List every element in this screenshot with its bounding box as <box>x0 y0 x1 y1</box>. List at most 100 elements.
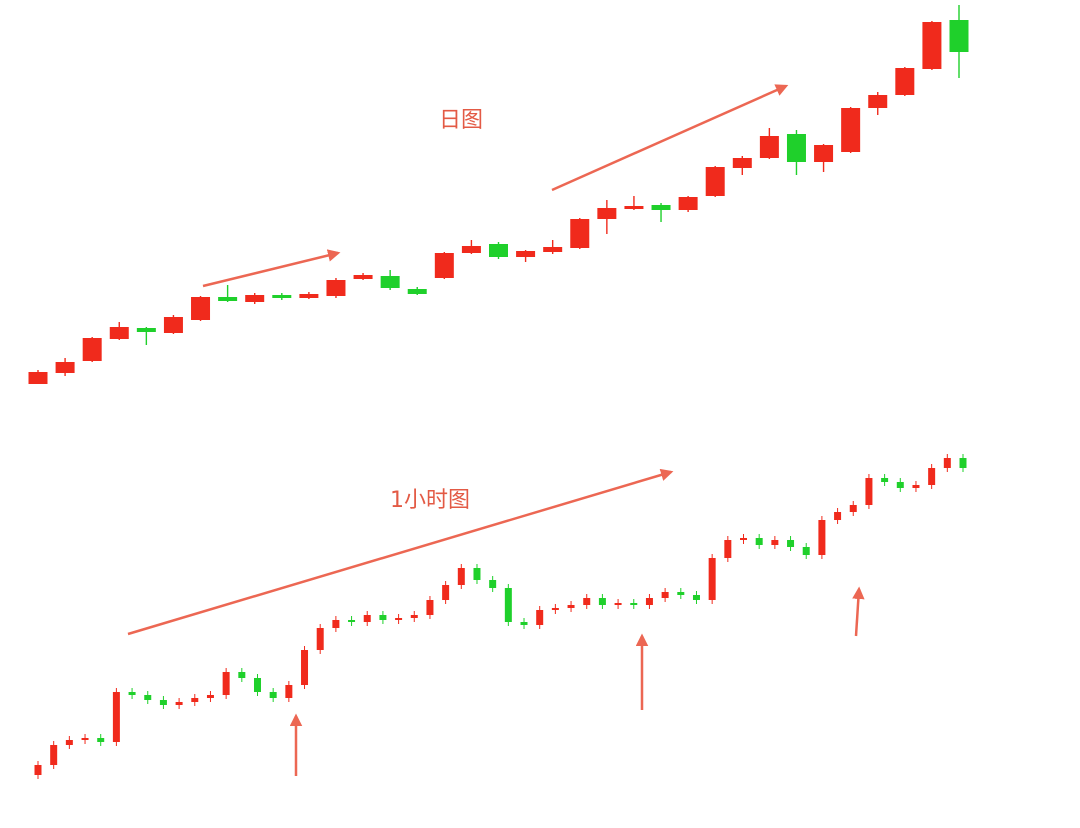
candle-body <box>426 600 434 615</box>
candle-body <box>109 327 129 339</box>
up-arrow <box>852 586 865 637</box>
candle-body <box>504 588 512 622</box>
candle-body <box>163 317 183 333</box>
candle-body <box>598 598 606 605</box>
candle-body <box>865 478 873 505</box>
candle-body <box>651 205 671 210</box>
candle-body <box>410 615 418 618</box>
candle-body <box>624 206 644 209</box>
candle-body <box>65 740 73 745</box>
candle-body <box>755 538 763 545</box>
candle-body <box>159 700 167 705</box>
candle-body <box>677 592 685 595</box>
candle-body <box>661 592 669 598</box>
candle-body <box>678 197 698 210</box>
candle-body <box>299 294 319 298</box>
candle-body <box>175 702 183 705</box>
candle-body <box>802 547 810 555</box>
candle-body <box>473 568 481 580</box>
candle-body <box>943 458 951 468</box>
candle-body <box>489 580 497 588</box>
candle-body <box>238 672 246 678</box>
candle-body <box>881 478 889 482</box>
candle-body <box>645 598 653 605</box>
candle-body <box>818 520 826 555</box>
candle-body <box>353 275 373 279</box>
candle-body <box>489 244 508 257</box>
candle-body <box>81 738 89 740</box>
candle-body <box>895 68 915 95</box>
candle-body <box>272 295 292 298</box>
candle-body <box>285 685 293 698</box>
candle-body <box>434 253 454 278</box>
candle-body <box>128 692 136 695</box>
candle-body <box>97 738 105 742</box>
candle-body <box>516 251 536 257</box>
candle-body <box>928 468 936 485</box>
candle-body <box>301 650 309 685</box>
candle-body <box>326 280 346 296</box>
candle-body <box>597 208 617 219</box>
trend-arrow <box>127 468 674 636</box>
candle-body <box>144 695 152 700</box>
candle-body <box>570 219 590 248</box>
candle-body <box>269 692 277 698</box>
candle-body <box>912 485 920 488</box>
candle-body <box>705 167 725 196</box>
candle-body <box>461 246 481 253</box>
candle-body <box>771 540 779 545</box>
candle-body <box>50 745 58 765</box>
candle-body <box>206 695 214 698</box>
candle-body <box>191 698 199 702</box>
candle-body <box>442 585 450 600</box>
candle-body <box>630 603 638 605</box>
candle-body <box>55 362 75 373</box>
candle-body <box>332 620 340 628</box>
chart-title: 日图 <box>439 108 483 133</box>
candle-body <box>692 595 700 600</box>
candle-body <box>245 295 265 302</box>
candle-body <box>724 540 732 558</box>
annotations <box>127 84 865 776</box>
candle-body <box>551 608 559 610</box>
candle-body <box>136 328 156 332</box>
candle-body <box>849 505 857 512</box>
candle-body <box>759 136 779 158</box>
candle-body <box>834 512 842 520</box>
candle-body <box>959 458 967 468</box>
candle-body <box>395 618 403 620</box>
candle-body <box>218 297 238 301</box>
candle-body <box>112 692 120 742</box>
candle-body <box>841 108 861 152</box>
candle-body <box>363 615 371 622</box>
candle-body <box>348 620 356 622</box>
candle-body <box>786 134 806 162</box>
candle-body <box>740 538 748 540</box>
candle-body <box>536 610 544 625</box>
candle-body <box>34 765 42 775</box>
candle-body <box>567 605 575 608</box>
candle-body <box>732 158 752 168</box>
candle-body <box>949 20 969 52</box>
candle-body <box>316 628 324 650</box>
candle-body <box>82 338 102 361</box>
candle-body <box>379 615 387 620</box>
candle-body <box>614 603 622 605</box>
candle-body <box>191 297 211 320</box>
candle-body <box>28 372 48 384</box>
candle-body <box>896 482 904 488</box>
candle-body <box>583 598 591 605</box>
candle-body <box>922 22 942 69</box>
chart-title: 1小时图 <box>390 488 470 513</box>
trend-arrow <box>202 249 341 288</box>
candle-body <box>868 95 888 108</box>
candle-body <box>543 247 563 252</box>
candle-body <box>787 540 795 547</box>
candle-body <box>708 558 716 600</box>
candle-body <box>520 622 528 625</box>
candle-body <box>407 289 427 294</box>
trend-arrow <box>551 84 789 192</box>
candle-body <box>380 276 400 288</box>
candle-body <box>457 568 465 585</box>
